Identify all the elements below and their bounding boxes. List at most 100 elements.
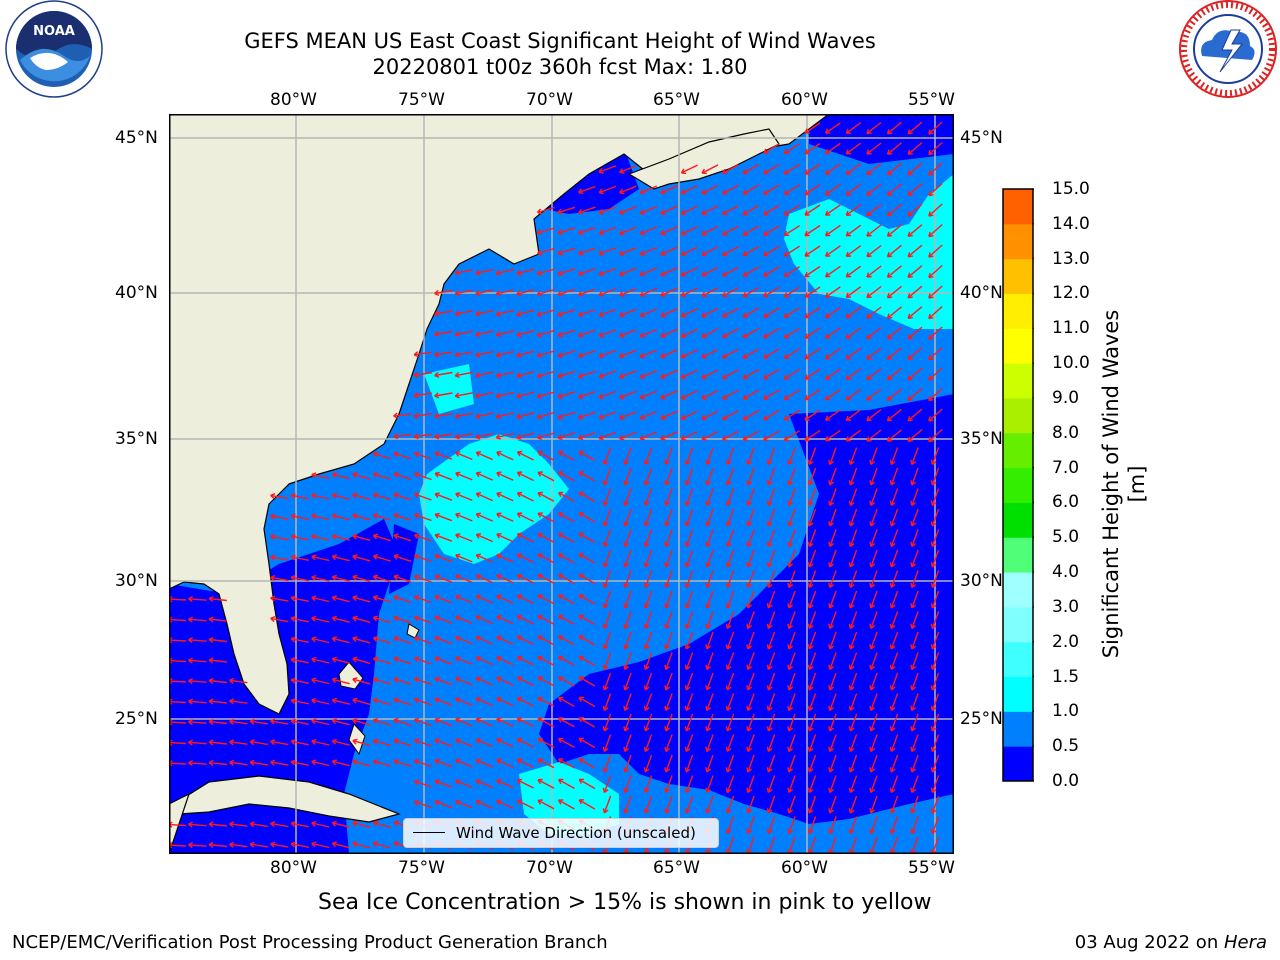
wave-direction-arrow xyxy=(766,447,776,466)
wave-direction-arrow xyxy=(889,529,899,548)
wave-direction-arrow xyxy=(845,245,862,257)
wave-direction-arrow xyxy=(725,713,735,732)
wave-direction-arrow xyxy=(824,245,841,257)
wave-direction-arrow xyxy=(664,775,673,794)
wave-direction-arrow xyxy=(516,471,534,482)
wave-direction-arrow xyxy=(889,713,899,732)
wave-direction-arrow xyxy=(742,245,760,257)
wave-direction-arrow xyxy=(886,203,902,217)
wave-direction-arrow xyxy=(602,631,612,650)
wave-direction-arrow xyxy=(763,184,780,195)
wave-direction-arrow xyxy=(684,549,694,568)
wave-direction-arrow xyxy=(766,816,776,835)
wave-direction-arrow xyxy=(643,570,653,589)
wave-direction-arrow xyxy=(434,451,453,460)
wave-direction-arrow xyxy=(578,594,596,605)
wave-direction-arrow xyxy=(352,615,371,624)
wave-direction-arrow xyxy=(643,652,653,671)
wave-direction-arrow xyxy=(701,328,719,339)
wave-direction-arrow xyxy=(828,713,837,732)
wave-direction-arrow xyxy=(331,595,350,603)
colorbar-label: Significant Height of Wind Waves [m] xyxy=(1099,309,1149,659)
colorbar-segment xyxy=(1003,189,1033,225)
wave-direction-arrow xyxy=(742,163,760,175)
wave-direction-arrow xyxy=(725,775,735,794)
wave-direction-arrow xyxy=(684,734,694,753)
wave-direction-arrow xyxy=(602,672,612,691)
map-legend: Wind Wave Direction (unscaled) xyxy=(403,818,719,848)
wave-direction-arrow xyxy=(928,346,943,361)
wave-direction-arrow xyxy=(270,575,289,582)
wave-direction-arrow xyxy=(928,244,943,258)
wave-direction-arrow xyxy=(623,631,632,650)
wave-direction-arrow xyxy=(619,349,637,359)
wave-direction-arrow xyxy=(907,203,923,217)
colorbar-tick-label: 2.0 xyxy=(1052,631,1080,652)
wave-direction-arrow xyxy=(742,204,760,216)
wave-direction-arrow xyxy=(848,447,858,466)
wave-direction-arrow xyxy=(434,717,453,727)
lat-label-right-30n: 30°N xyxy=(960,571,1003,591)
wave-direction-arrow xyxy=(828,672,837,691)
wave-direction-arrow xyxy=(848,775,858,794)
wave-direction-arrow xyxy=(475,412,494,420)
cuba xyxy=(173,775,401,823)
wave-direction-arrow xyxy=(907,306,923,319)
footer-date-text: 03 Aug 2022 on xyxy=(1074,932,1224,953)
wave-direction-arrow xyxy=(557,573,575,585)
wave-direction-arrow xyxy=(705,672,714,691)
wave-direction-arrow xyxy=(664,508,673,527)
wave-direction-arrow xyxy=(643,713,653,732)
wave-direction-arrow xyxy=(372,595,391,603)
wave-direction-arrow xyxy=(807,447,817,466)
wave-direction-arrow xyxy=(598,349,617,359)
wave-direction-arrow xyxy=(907,224,923,237)
wave-direction-arrow xyxy=(866,224,882,237)
wave-direction-arrow xyxy=(475,391,494,399)
wave-direction-arrow xyxy=(352,533,371,542)
wave-direction-arrow xyxy=(475,432,494,440)
wave-direction-arrow xyxy=(557,614,575,626)
wave-direction-arrow xyxy=(577,247,596,256)
wave-direction-arrow xyxy=(886,162,902,176)
wave-direction-arrow xyxy=(249,739,269,746)
colorbar-tick-label: 4.0 xyxy=(1052,562,1080,583)
wave-direction-arrow xyxy=(455,471,473,481)
wave-direction-arrow xyxy=(766,693,776,712)
wave-direction-arrow xyxy=(701,164,719,175)
wave-direction-arrow xyxy=(660,369,678,379)
wave-direction-arrow xyxy=(475,717,493,727)
wave-direction-arrow xyxy=(664,590,673,609)
wave-direction-arrow xyxy=(907,142,923,155)
wave-direction-arrow xyxy=(787,754,796,773)
wave-direction-arrow xyxy=(495,330,514,338)
wave-direction-arrow xyxy=(372,513,391,521)
wave-direction-arrow xyxy=(455,635,473,645)
wave-direction-arrow xyxy=(907,285,923,299)
wave-direction-arrow xyxy=(725,816,735,835)
wave-direction-arrow xyxy=(848,713,858,732)
wave-direction-arrow xyxy=(664,734,673,753)
wave-direction-arrow xyxy=(229,821,248,828)
wave-direction-arrow xyxy=(434,289,453,296)
wave-direction-arrow xyxy=(413,758,432,768)
wave-direction-arrow xyxy=(598,329,617,338)
wave-direction-arrow xyxy=(845,306,862,319)
lon-label-top-60w: 60°W xyxy=(781,90,828,110)
wave-direction-arrow xyxy=(721,246,739,257)
wave-direction-arrow xyxy=(188,821,207,828)
wave-direction-arrow xyxy=(434,492,453,501)
wave-direction-arrow xyxy=(270,821,289,828)
wave-direction-arrow xyxy=(684,590,694,609)
wave-direction-arrow xyxy=(639,390,658,400)
wave-direction-arrow xyxy=(824,306,841,319)
wave-direction-arrow xyxy=(660,226,678,236)
wave-direction-arrow xyxy=(783,184,800,195)
wave-direction-arrow xyxy=(602,652,612,671)
wave-direction-arrow xyxy=(495,391,514,399)
wave-direction-arrow xyxy=(623,467,632,486)
colorbar-tick-label: 0.5 xyxy=(1052,736,1080,757)
wave-direction-arrow xyxy=(845,122,862,134)
wave-direction-arrow xyxy=(537,471,555,482)
wave-direction-arrow xyxy=(639,349,658,359)
